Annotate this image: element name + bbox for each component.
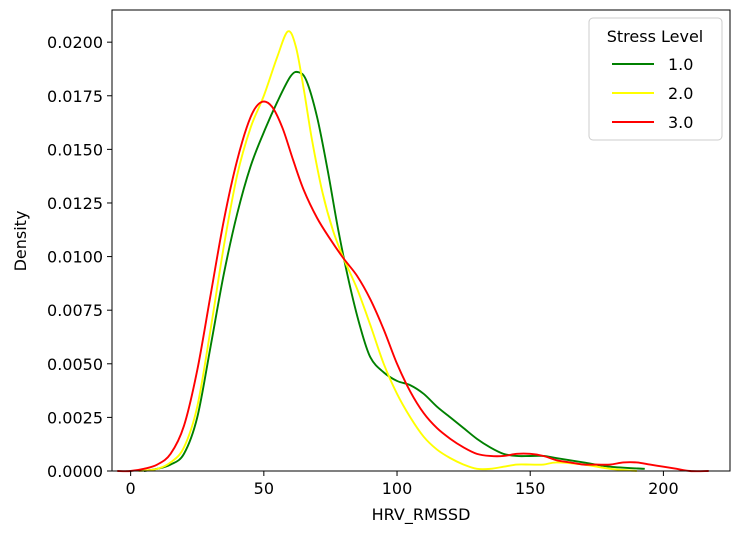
legend: Stress Level 1.0 2.0 3.0	[588, 17, 723, 141]
y-tick-label: 0.0075	[47, 301, 103, 320]
x-tick-label: 50	[254, 479, 274, 498]
series-line-1-0	[143, 70, 645, 472]
y-tick-label: 0.0025	[47, 408, 103, 427]
legend-label-2-0: 2.0	[668, 84, 693, 103]
plot-frame	[111, 9, 731, 472]
x-tick-label: 200	[648, 479, 679, 498]
x-tick-label: 0	[126, 479, 136, 498]
y-axis-label: Density	[11, 211, 30, 272]
y-tick-label: 0.0150	[47, 140, 103, 159]
y-tick-label: 0.0125	[47, 194, 103, 213]
legend-box	[588, 17, 723, 141]
y-tick-label: 0.0000	[47, 462, 103, 481]
legend-label-1-0: 1.0	[668, 55, 693, 74]
y-tick-label: 0.0200	[47, 33, 103, 52]
legend-label-3-0: 3.0	[668, 113, 693, 132]
y-tick-label: 0.0050	[47, 355, 103, 374]
x-axis: 0 50 100 150 200	[126, 471, 679, 498]
y-axis: 0.0000 0.0025 0.0050 0.0075 0.0100 0.0125 0.01…	[47, 33, 112, 481]
series-layer	[117, 30, 709, 473]
y-tick-label: 0.0100	[47, 248, 103, 267]
series-line-2-0	[138, 30, 637, 472]
x-tick-label: 100	[382, 479, 413, 498]
legend-title: Stress Level	[607, 27, 704, 46]
series-line-3-0	[117, 100, 709, 473]
x-tick-label: 150	[515, 479, 546, 498]
y-tick-label: 0.0175	[47, 87, 103, 106]
x-axis-label: HRV_RMSSD	[372, 505, 471, 525]
